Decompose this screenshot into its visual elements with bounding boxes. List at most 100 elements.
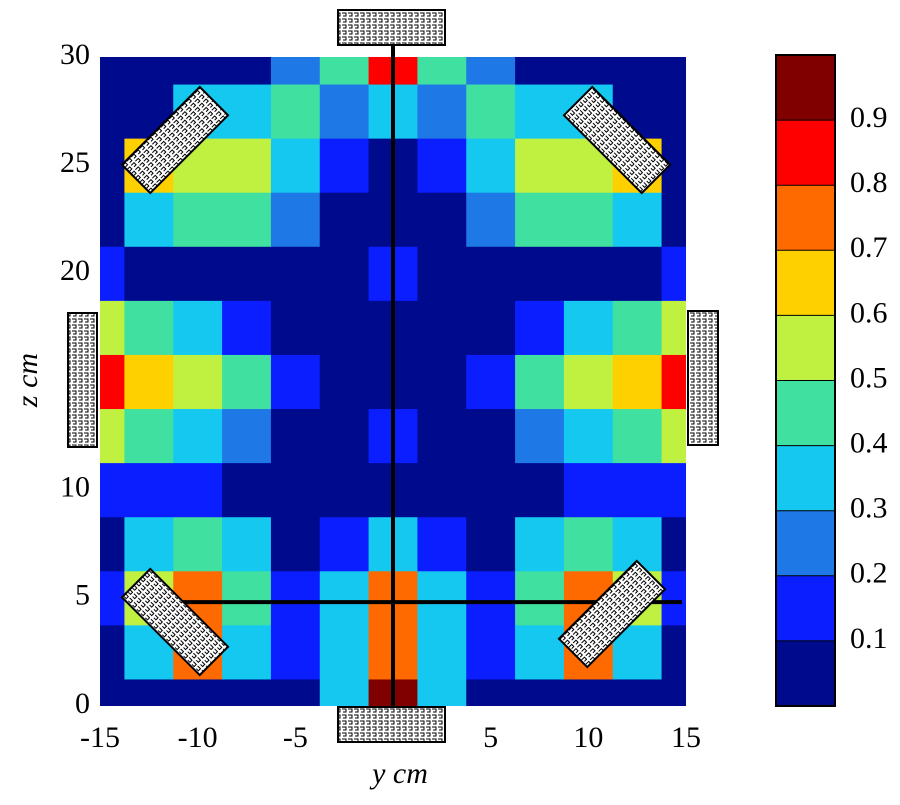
colorbar-band [776, 445, 835, 511]
x-tick-label: -10 [178, 721, 218, 754]
contour-cell [319, 516, 370, 572]
contour-cell [515, 516, 565, 572]
contour-cell [661, 246, 686, 301]
transducer [557, 559, 667, 669]
contour-cell [100, 354, 125, 410]
contour-cell [417, 516, 467, 572]
contour-cell [319, 138, 370, 193]
contour-cell [563, 462, 614, 518]
contour-cell [100, 57, 125, 85]
contour-cell [612, 57, 663, 85]
colorbar-label: 0.2 [850, 557, 888, 590]
contour-cell [100, 570, 125, 626]
contour-cell [417, 570, 467, 626]
contour-cell [319, 300, 370, 355]
contour-cell [661, 624, 686, 680]
contour-cell [100, 516, 125, 572]
contour-cell [612, 354, 663, 410]
contour-cell [319, 408, 370, 464]
colorbar-label: 0.6 [850, 296, 888, 329]
contour-cell [222, 462, 272, 518]
contour-cell [563, 300, 614, 355]
contour-cell [417, 678, 467, 706]
contour-cell [466, 570, 516, 626]
colorbar-band [776, 640, 835, 706]
colorbar-band [776, 120, 835, 186]
transducer [120, 567, 230, 677]
contour-cell [100, 300, 125, 355]
contour-cell [515, 354, 565, 410]
contour-cell [466, 300, 516, 355]
contour-cell [124, 516, 174, 572]
contour-cell [124, 57, 174, 85]
contour-cell [124, 678, 174, 706]
y-tick-label: 30 [60, 38, 90, 71]
colorbar-band [776, 55, 835, 121]
contour-cell [563, 354, 614, 410]
contour-cell [319, 570, 370, 626]
contour-cell [222, 84, 272, 139]
x-axis-title: y cm [369, 757, 428, 790]
contour-cell [173, 300, 223, 355]
contour-cell [466, 624, 516, 680]
contour-cell [100, 678, 125, 706]
contour-cell [270, 57, 321, 85]
contour-cell [466, 354, 516, 410]
x-tick-label: 15 [671, 721, 701, 754]
colorbar-label: 0.8 [850, 166, 888, 199]
contour-cell [319, 57, 370, 85]
transducer [562, 85, 672, 195]
contour-cell [417, 192, 467, 247]
contour-cell [270, 246, 321, 301]
contour-cell [173, 408, 223, 464]
contour-cell [319, 84, 370, 139]
contour-cell [319, 354, 370, 410]
contour-cell [124, 300, 174, 355]
contour-cell [270, 516, 321, 572]
contour-cell [515, 192, 565, 247]
contour-cell [100, 192, 125, 247]
contour-cell [222, 408, 272, 464]
contour-cell [466, 516, 516, 572]
contour-cell [417, 624, 467, 680]
contour-cell [661, 462, 686, 518]
contour-cell [466, 462, 516, 518]
contour-cell [466, 408, 516, 464]
contour-cell [319, 192, 370, 247]
contour-cell [222, 138, 272, 193]
contour-cell [100, 624, 125, 680]
contour-cell [173, 57, 223, 85]
x-tick-label: -5 [283, 721, 308, 754]
contour-cell [319, 246, 370, 301]
contour-cell [124, 192, 174, 247]
contour-cell [222, 516, 272, 572]
contour-cell [222, 57, 272, 85]
contour-cell [222, 570, 272, 626]
contour-cell [124, 408, 174, 464]
contour-cell [417, 84, 467, 139]
x-tick-label: 10 [573, 721, 603, 754]
transducer [337, 706, 446, 743]
x-tick-label: -15 [80, 721, 120, 754]
contour-cell [563, 516, 614, 572]
contour-cell [270, 570, 321, 626]
contour-cell [319, 678, 370, 706]
contour-cell [124, 246, 174, 301]
contour-cell [417, 354, 467, 410]
contour-cell [466, 192, 516, 247]
contour-cell [417, 57, 467, 85]
contour-cell [222, 246, 272, 301]
contour-cell [100, 462, 125, 518]
contour-cell [466, 84, 516, 139]
contour-cell [466, 678, 516, 706]
contour-cell [661, 192, 686, 247]
contour-cell [515, 300, 565, 355]
contour-cell [563, 408, 614, 464]
transducer [120, 85, 230, 195]
contour-cell [173, 678, 223, 706]
contour-cell [270, 300, 321, 355]
contour-cell [515, 462, 565, 518]
colorbar-frame [775, 54, 836, 707]
colorbar-label: 0.1 [850, 622, 888, 655]
